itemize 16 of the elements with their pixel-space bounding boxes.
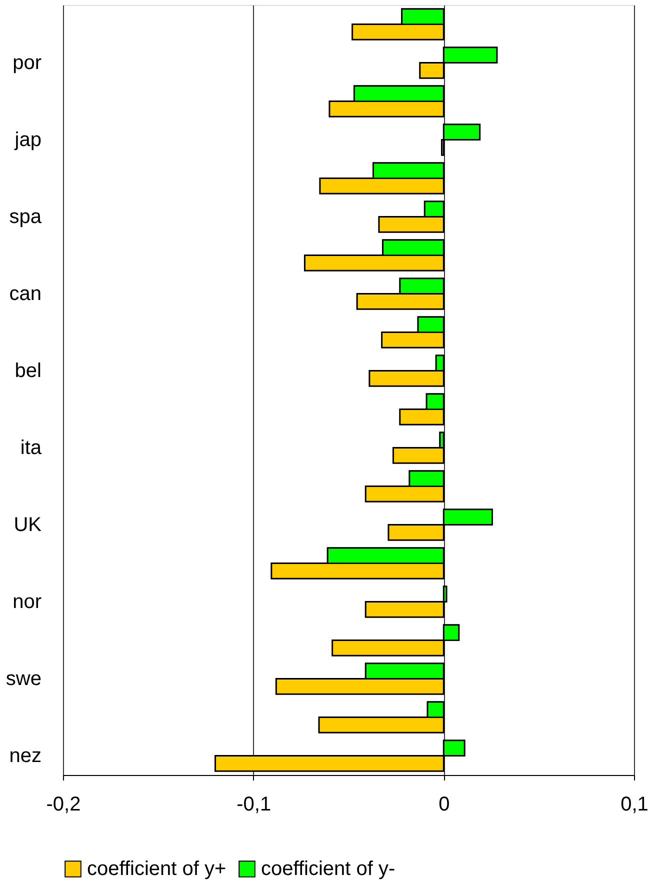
legend-label: coefficient of y-	[261, 858, 396, 880]
y-tick-label: UK	[14, 514, 42, 536]
y-tick-label: can	[9, 282, 42, 305]
x-tick-label: 0	[438, 794, 450, 816]
y-tick-label: jap	[14, 128, 42, 151]
y-tick-label: por	[12, 52, 42, 74]
x-tick-label: 0,1	[620, 794, 648, 816]
y-tick-label: swe	[6, 668, 42, 690]
legend-label: coefficient of y+	[87, 858, 226, 880]
y-tick-label: spa	[9, 206, 42, 228]
x-tick-label: -0,2	[46, 794, 81, 816]
x-tick-label: -0,1	[236, 794, 272, 816]
y-tick-label: ita	[20, 436, 42, 459]
y-tick-label: nor	[12, 590, 42, 613]
y-tick-label: nez	[9, 744, 42, 767]
y-tick-label: bel	[14, 360, 42, 382]
